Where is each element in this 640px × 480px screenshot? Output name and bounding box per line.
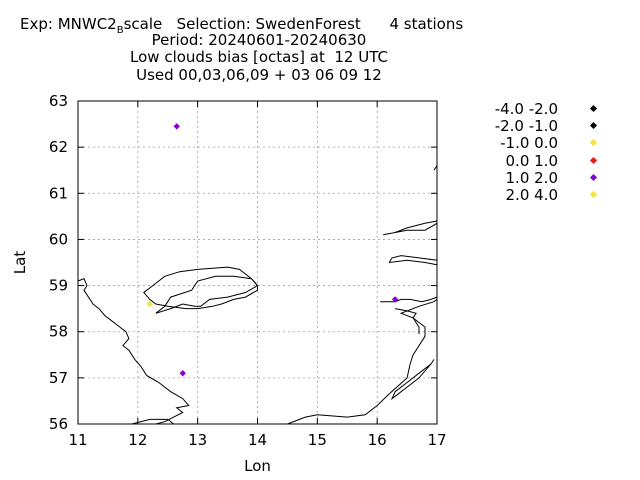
coastline xyxy=(388,255,438,266)
y-tick-label: 57 xyxy=(49,369,68,387)
title-stations: 4 stations xyxy=(389,15,464,33)
legend-label: 0.0 1.0 xyxy=(505,151,558,170)
legend-label: 2.0 4.0 xyxy=(505,185,558,204)
legend: -4.0 -2.0 -2.0 -1.0 -1.0 0.0 0.0 1.0 1.0 2.0… xyxy=(470,100,610,204)
y-tick-label: 63 xyxy=(49,92,68,110)
coastline xyxy=(383,220,438,236)
y-axis-label: Lat xyxy=(11,251,29,275)
legend-entry: -2.0 -1.0 xyxy=(470,117,610,136)
station-point xyxy=(179,370,186,377)
y-tick-label: 58 xyxy=(49,323,68,341)
title-exp-suffix: scale xyxy=(123,15,163,33)
coastline xyxy=(131,418,175,425)
y-tick-label: 59 xyxy=(49,277,68,295)
station-point xyxy=(173,123,180,130)
x-tick-label: 14 xyxy=(248,431,267,449)
ticks: 11 12 13 14 15 16 17 56 57 58 59 60 61 62 63 xyxy=(49,92,447,449)
legend-label: -4.0 -2.0 xyxy=(494,100,558,118)
coastline xyxy=(380,296,438,303)
title-line-4: Used 00,03,06,09 + 03 06 09 12 xyxy=(136,65,382,84)
legend-entry: 0.0 1.0 xyxy=(470,151,610,170)
title-line-2: Period: 20240601-20240630 xyxy=(151,30,367,49)
y-tick-label: 62 xyxy=(49,138,68,156)
x-axis-label: Lon xyxy=(244,457,271,475)
title-line-1: Exp: MNWC2Bscale Selection: SwedenForest… xyxy=(20,15,463,36)
coastlines xyxy=(77,165,438,425)
x-tick-label: 13 xyxy=(188,431,207,449)
legend-marker xyxy=(589,156,598,164)
x-tick-label: 17 xyxy=(427,431,446,449)
x-tick-label: 12 xyxy=(128,431,147,449)
coastline xyxy=(143,266,258,310)
chart-title: Period: 20240601-20240630 Low clouds bia… xyxy=(0,14,518,84)
coastline xyxy=(390,359,435,401)
legend-entry: 1.0 2.0 xyxy=(470,168,610,187)
legend-marker xyxy=(589,139,598,147)
legend-marker xyxy=(589,104,598,113)
coastline xyxy=(395,308,420,334)
title-line-3: Low clouds bias [octas] at 12 UTC xyxy=(130,48,388,66)
legend-entry: 2.0 4.0 xyxy=(470,185,610,204)
title-exp-prefix: Exp: MNWC2 xyxy=(20,15,117,33)
y-tick-label: 60 xyxy=(49,230,68,248)
legend-marker xyxy=(589,190,598,198)
y-tick-label: 61 xyxy=(49,184,68,202)
legend-label: -1.0 0.0 xyxy=(500,134,558,153)
title-selection: Selection: SwedenForest xyxy=(176,15,361,33)
legend-entry: -4.0 -2.0 xyxy=(470,100,610,118)
x-tick-label: 15 xyxy=(308,431,327,449)
x-tick-label: 16 xyxy=(368,431,387,449)
station-point xyxy=(391,296,399,303)
coastline xyxy=(287,299,438,425)
y-tick-label: 56 xyxy=(49,415,68,433)
x-tick-label: 11 xyxy=(68,431,87,449)
legend-marker xyxy=(589,122,598,130)
points xyxy=(146,123,399,377)
legend-entry: -1.0 0.0 xyxy=(470,134,610,153)
title-exp-subscript: B xyxy=(116,25,124,36)
coastline xyxy=(155,275,259,314)
grid xyxy=(78,101,437,424)
legend-marker xyxy=(589,173,598,181)
coastline xyxy=(77,278,190,425)
legend-label: 1.0 2.0 xyxy=(505,168,558,187)
legend-label: -2.0 -1.0 xyxy=(494,117,558,136)
station-point xyxy=(146,300,153,308)
